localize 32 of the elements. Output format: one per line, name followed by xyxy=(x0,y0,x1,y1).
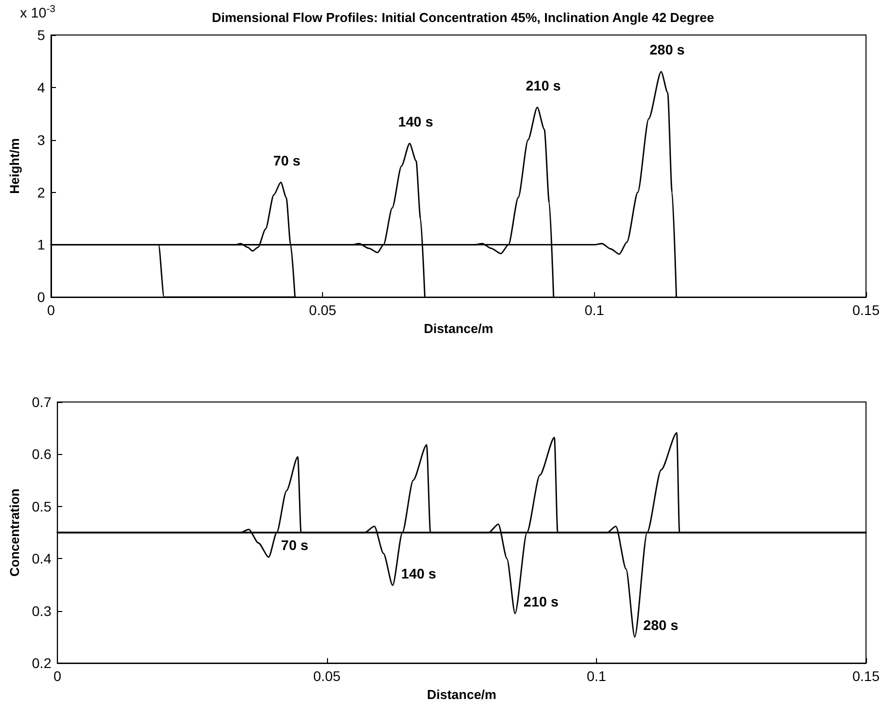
y-axis-title: Concentration xyxy=(7,488,22,577)
x-tick-label: 0.15 xyxy=(852,668,880,684)
x-tick-label: 0.1 xyxy=(584,302,604,318)
series-label: 280 s xyxy=(643,616,678,633)
x-tick-label: 0.05 xyxy=(309,302,337,318)
y-tick-label: 0.5 xyxy=(32,498,52,514)
y-tick-label: 0.7 xyxy=(32,394,52,410)
y-tick-label: 2 xyxy=(37,184,46,200)
y-axis-title: Height/m xyxy=(7,138,22,194)
x-axis-title: Distance/m xyxy=(426,687,496,702)
y-tick-label: 0.6 xyxy=(32,446,52,462)
y-tick-label: 0.3 xyxy=(32,602,52,619)
y-tick-label: 0 xyxy=(37,289,46,306)
x-tick-label: 0.1 xyxy=(586,668,606,684)
y-tick-label: 0.4 xyxy=(32,550,52,567)
y-tick-label: 3 xyxy=(37,132,46,148)
series-label: 70 s xyxy=(273,152,301,168)
series-label: 70 s xyxy=(281,537,309,554)
series-label: 280 s xyxy=(650,42,685,58)
x-tick-label: 0.05 xyxy=(313,668,341,684)
chart-title: Dimensional Flow Profiles: Initial Concentration 45%, Inclination Angle 42 Degree xyxy=(212,10,714,25)
series-label: 210 s xyxy=(524,593,559,610)
y-tick-label: 4 xyxy=(37,79,46,96)
text: x 10$^{-3}$ xyxy=(20,4,56,21)
y-tick-label: 1 xyxy=(37,236,46,253)
series-label: 140 s xyxy=(401,565,436,582)
y-tick-label: 0.2 xyxy=(32,655,52,672)
series-label: 210 s xyxy=(526,77,562,94)
x-tick-label: 0.15 xyxy=(852,302,880,318)
x-axis-title: Distance/m xyxy=(424,321,494,336)
y-tick-label: 5 xyxy=(37,27,46,43)
series-label: 140 s xyxy=(398,114,434,130)
